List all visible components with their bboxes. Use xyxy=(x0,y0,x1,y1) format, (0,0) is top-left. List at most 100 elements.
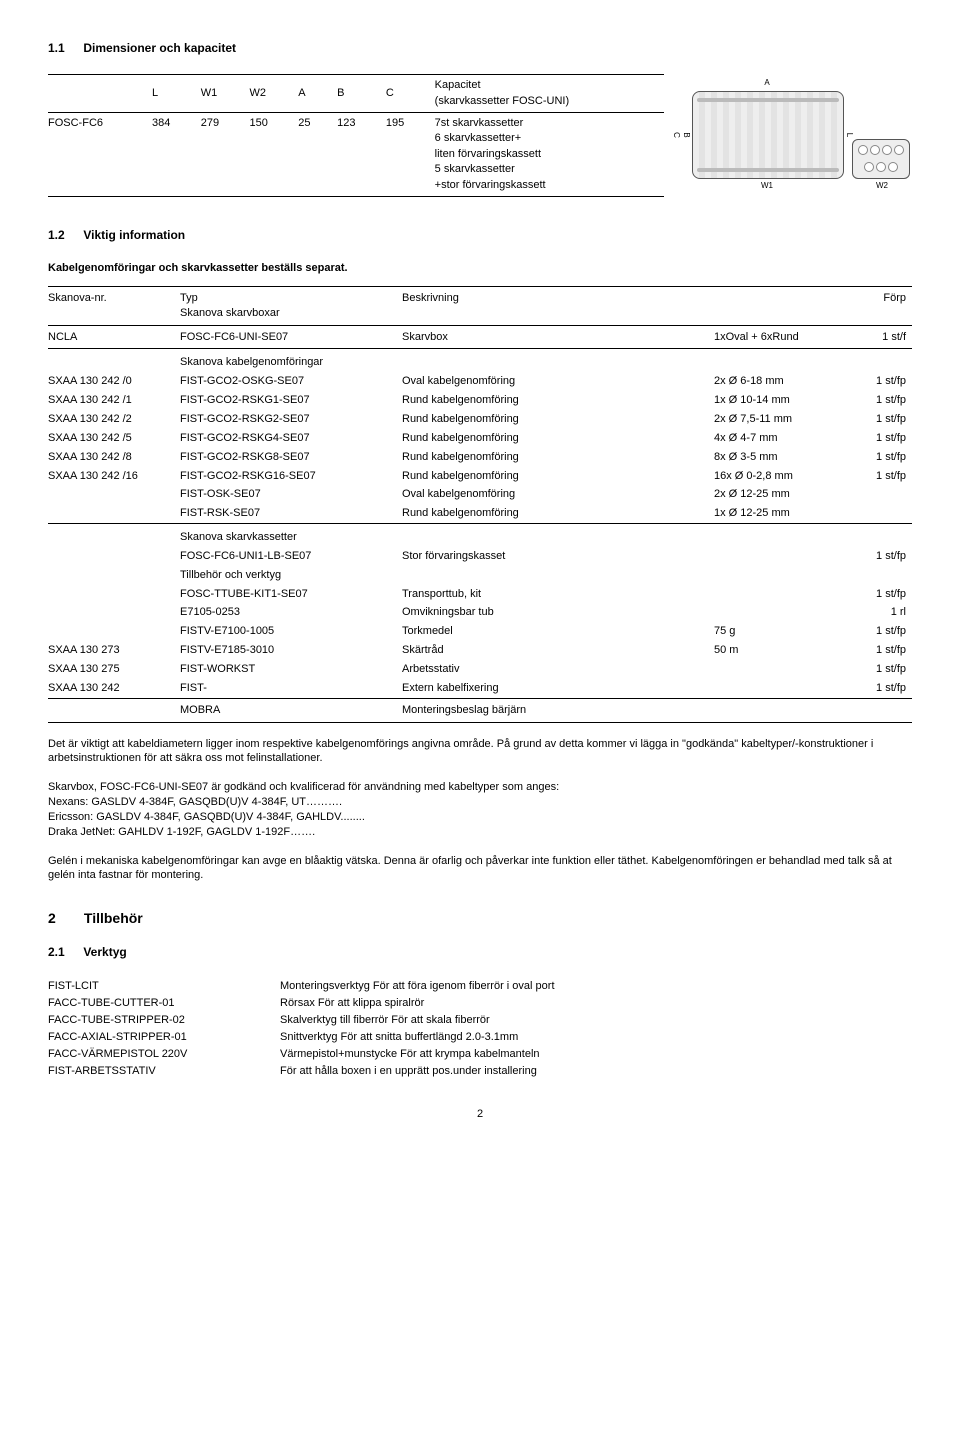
cell: 1 st/fp xyxy=(840,679,912,698)
mobra-c3: Monteringsbeslag bärjärn xyxy=(396,698,708,722)
table-row: SXAA 130 242 /16FIST-GCO2-RSKG16-SE07Run… xyxy=(48,467,912,486)
dim-row-L: 384 xyxy=(146,112,195,196)
para-3: Gelén i mekaniska kabelgenomföringar kan… xyxy=(48,854,912,884)
cell: Monteringsverktyg För att föra igenom fi… xyxy=(274,978,561,995)
cell xyxy=(48,603,174,622)
cell: FACC-VÄRMEPISTOL 220V xyxy=(48,1046,274,1063)
table-row: SXAA 130 242 /0FIST-GCO2-OSKG-SE07Oval k… xyxy=(48,372,912,391)
cell: Stor förvaringskasset xyxy=(396,547,708,566)
cell: FIST-WORKST xyxy=(174,660,396,679)
para-2-l1: Skarvbox, FOSC-FC6-UNI-SE07 är godkänd o… xyxy=(48,780,912,795)
cell xyxy=(840,504,912,523)
cell: 2x Ø 12-25 mm xyxy=(708,485,840,504)
table-row: FIST-LCITMonteringsverktyg För att föra … xyxy=(48,978,561,995)
cell xyxy=(708,660,840,679)
diagram-block: A B C L W1 W2 xyxy=(692,74,912,192)
section-2-num: 2 xyxy=(48,909,80,928)
table-row: FISTV-E7100-1005Torkmedel75 g1 st/fp xyxy=(48,622,912,641)
cell: FIST-ARBETSSTATIV xyxy=(48,1063,274,1080)
section-1-2-heading: 1.2 Viktig information xyxy=(48,227,912,243)
table-row: SXAA 130 242 /8FIST-GCO2-RSKG8-SE07Rund … xyxy=(48,448,912,467)
cell: SXAA 130 242 /2 xyxy=(48,410,174,429)
cell: 1 st/fp xyxy=(840,585,912,604)
section-1-1-num: 1.1 xyxy=(48,40,80,56)
cell: E7105-0253 xyxy=(174,603,396,622)
cell xyxy=(840,485,912,504)
cell xyxy=(48,504,174,523)
cell: FIST-OSK-SE07 xyxy=(174,485,396,504)
table-row: FACC-TUBE-STRIPPER-02Skalverktyg till fi… xyxy=(48,1012,561,1029)
section-2-1-title: Verktyg xyxy=(83,945,126,959)
diagram-label-A: A xyxy=(692,78,842,89)
cell: FACC-AXIAL-STRIPPER-01 xyxy=(48,1029,274,1046)
cell xyxy=(48,485,174,504)
table-row: FIST-ARBETSSTATIVFör att hålla boxen i e… xyxy=(48,1063,561,1080)
cell: 1 st/fp xyxy=(840,641,912,660)
cell: 1 st/fp xyxy=(840,448,912,467)
dim-th-W1: W1 xyxy=(195,75,244,113)
cell: FIST-GCO2-RSKG1-SE07 xyxy=(174,391,396,410)
para-2: Skarvbox, FOSC-FC6-UNI-SE07 är godkänd o… xyxy=(48,780,912,839)
diagram-box-icon xyxy=(692,91,844,179)
diagram-end: W2 xyxy=(852,139,912,192)
dim-th-A: A xyxy=(292,75,331,113)
dimensions-block: L W1 W2 A B C Kapacitet (skarvkassetter … xyxy=(48,74,912,197)
dim-th-W2: W2 xyxy=(243,75,292,113)
cell: FISTV-E7185-3010 xyxy=(174,641,396,660)
cell: FOSC-TTUBE-KIT1-SE07 xyxy=(174,585,396,604)
cell xyxy=(48,547,174,566)
cell: SXAA 130 273 xyxy=(48,641,174,660)
section-2-1-heading: 2.1 Verktyg xyxy=(48,944,912,960)
table-row: FIST-OSK-SE07Oval kabelgenomföring2x Ø 1… xyxy=(48,485,912,504)
grp3-title: Skanova skarvkassetter xyxy=(174,524,396,547)
cell: 1 st/fp xyxy=(840,429,912,448)
dim-row-cap: 7st skarvkassetter 6 skarvkassetter+ lit… xyxy=(429,112,664,196)
cell: Rörsax För att klippa spiralrör xyxy=(274,995,561,1012)
dim-row-A: 25 xyxy=(292,112,331,196)
cell: FACC-TUBE-STRIPPER-02 xyxy=(48,1012,274,1029)
table-row: FOSC-FC6-UNI1-LB-SE07Stor förvaringskass… xyxy=(48,547,912,566)
section-2-1-num: 2.1 xyxy=(48,944,80,960)
dim-th-blank xyxy=(48,75,146,113)
ncla-c4: 1xOval + 6xRund xyxy=(708,325,840,349)
diagram-main: A B C L W1 xyxy=(692,78,842,192)
page-number: 2 xyxy=(48,1107,912,1122)
ncla-c3: Skarvbox xyxy=(396,325,708,349)
cell: 1 st/fp xyxy=(840,410,912,429)
cell: 1 st/fp xyxy=(840,467,912,486)
para-2-l3: Ericsson: GASLDV 4-384F, GASQBD(U)V 4-38… xyxy=(48,810,912,825)
parts-hdr-1: Skanova-nr. xyxy=(48,286,174,325)
grp2-title: Skanova kabelgenomföringar xyxy=(174,349,396,372)
cell: SXAA 130 242 /1 xyxy=(48,391,174,410)
para-1: Det är viktigt att kabeldiametern ligger… xyxy=(48,737,912,767)
para-2-l2: Nexans: GASLDV 4-384F, GASQBD(U)V 4-384F… xyxy=(48,795,912,810)
diagram-end-icon xyxy=(852,139,910,179)
ncla-c2: FOSC-FC6-UNI-SE07 xyxy=(174,325,396,349)
dim-th-cap: Kapacitet (skarvkassetter FOSC-UNI) xyxy=(429,75,664,113)
cell: SXAA 130 242 /0 xyxy=(48,372,174,391)
table-row: FIST-RSK-SE07Rund kabelgenomföring1x Ø 1… xyxy=(48,504,912,523)
table-row: E7105-0253Omvikningsbar tub1 rl xyxy=(48,603,912,622)
section-1-2-title: Viktig information xyxy=(83,228,185,242)
cell: FIST-GCO2-RSKG16-SE07 xyxy=(174,467,396,486)
cell: Rund kabelgenomföring xyxy=(396,410,708,429)
cell: 16x Ø 0-2,8 mm xyxy=(708,467,840,486)
cell: FIST-GCO2-RSKG2-SE07 xyxy=(174,410,396,429)
diagram-label-C: C xyxy=(670,132,681,138)
table-row: FACC-AXIAL-STRIPPER-01Snittverktyg För a… xyxy=(48,1029,561,1046)
section-1-1-heading: 1.1 Dimensioner och kapacitet xyxy=(48,40,912,56)
dim-th-C: C xyxy=(380,75,429,113)
cell xyxy=(48,622,174,641)
cell: 1x Ø 10-14 mm xyxy=(708,391,840,410)
dim-row-B: 123 xyxy=(331,112,380,196)
cell: 75 g xyxy=(708,622,840,641)
diagram-label-B: B xyxy=(680,132,691,137)
cell: Transporttub, kit xyxy=(396,585,708,604)
cell: Omvikningsbar tub xyxy=(396,603,708,622)
cell: Oval kabelgenomföring xyxy=(396,372,708,391)
table-row: FOSC-TTUBE-KIT1-SE07Transporttub, kit 1 s… xyxy=(48,585,912,604)
cell: Arbetsstativ xyxy=(396,660,708,679)
table-row: SXAA 130 242 /5FIST-GCO2-RSKG4-SE07Rund … xyxy=(48,429,912,448)
section-2-heading: 2 Tillbehör xyxy=(48,909,912,928)
dimensions-table: L W1 W2 A B C Kapacitet (skarvkassetter … xyxy=(48,74,664,197)
